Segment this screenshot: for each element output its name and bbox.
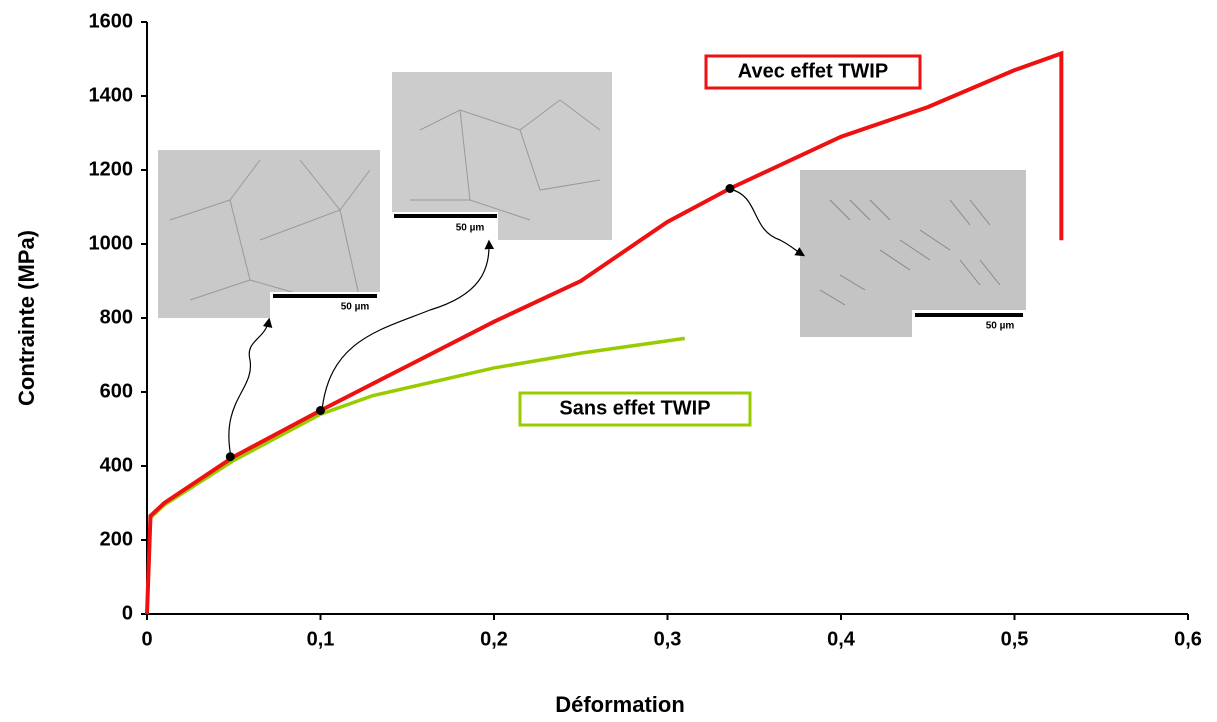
micrograph: 50 µm (800, 170, 1026, 337)
x-tick-label: 0 (141, 628, 152, 650)
x-tick-label: 0,3 (654, 628, 682, 650)
y-tick-label: 0 (122, 602, 133, 624)
y-tick-label: 1200 (89, 158, 134, 180)
y-tick-label: 400 (100, 454, 133, 476)
y-tick-label: 1400 (89, 84, 134, 106)
arrows (228, 188, 806, 458)
y-tick-label: 800 (100, 306, 133, 328)
x-tick-label: 0,4 (827, 628, 856, 650)
point (225, 452, 235, 462)
micrograph: 50 µm (392, 72, 612, 240)
series-line (145, 336, 686, 615)
y-axis-title: Contrainte (MPa) (14, 230, 39, 406)
scale-label: 50 µm (986, 321, 1015, 332)
scale-label: 50 µm (456, 223, 485, 234)
x-tick-label: 0,6 (1174, 628, 1202, 650)
x-tick-label: 0,5 (1001, 628, 1029, 650)
y-tick-label: 200 (100, 528, 133, 550)
point (725, 184, 735, 193)
legend-label: Sans effet TWIP (559, 397, 710, 419)
micrograph: 50 µm (158, 150, 380, 318)
series-line (145, 50, 1064, 615)
y-tick-label: 1600 (89, 10, 134, 32)
y-tick-label: 1000 (89, 232, 134, 254)
legend-box (518, 391, 752, 427)
y-tick-label: 600 (100, 380, 133, 402)
legend-label: Avec effet TWIP (738, 60, 888, 82)
legend-box (704, 54, 922, 90)
scale-label: 50 µm (341, 302, 370, 313)
x-axis-title: Déformation (555, 692, 685, 717)
x-tick-label: 0,1 (307, 628, 335, 650)
x-tick-label: 0,2 (480, 628, 508, 650)
point (316, 406, 325, 415)
